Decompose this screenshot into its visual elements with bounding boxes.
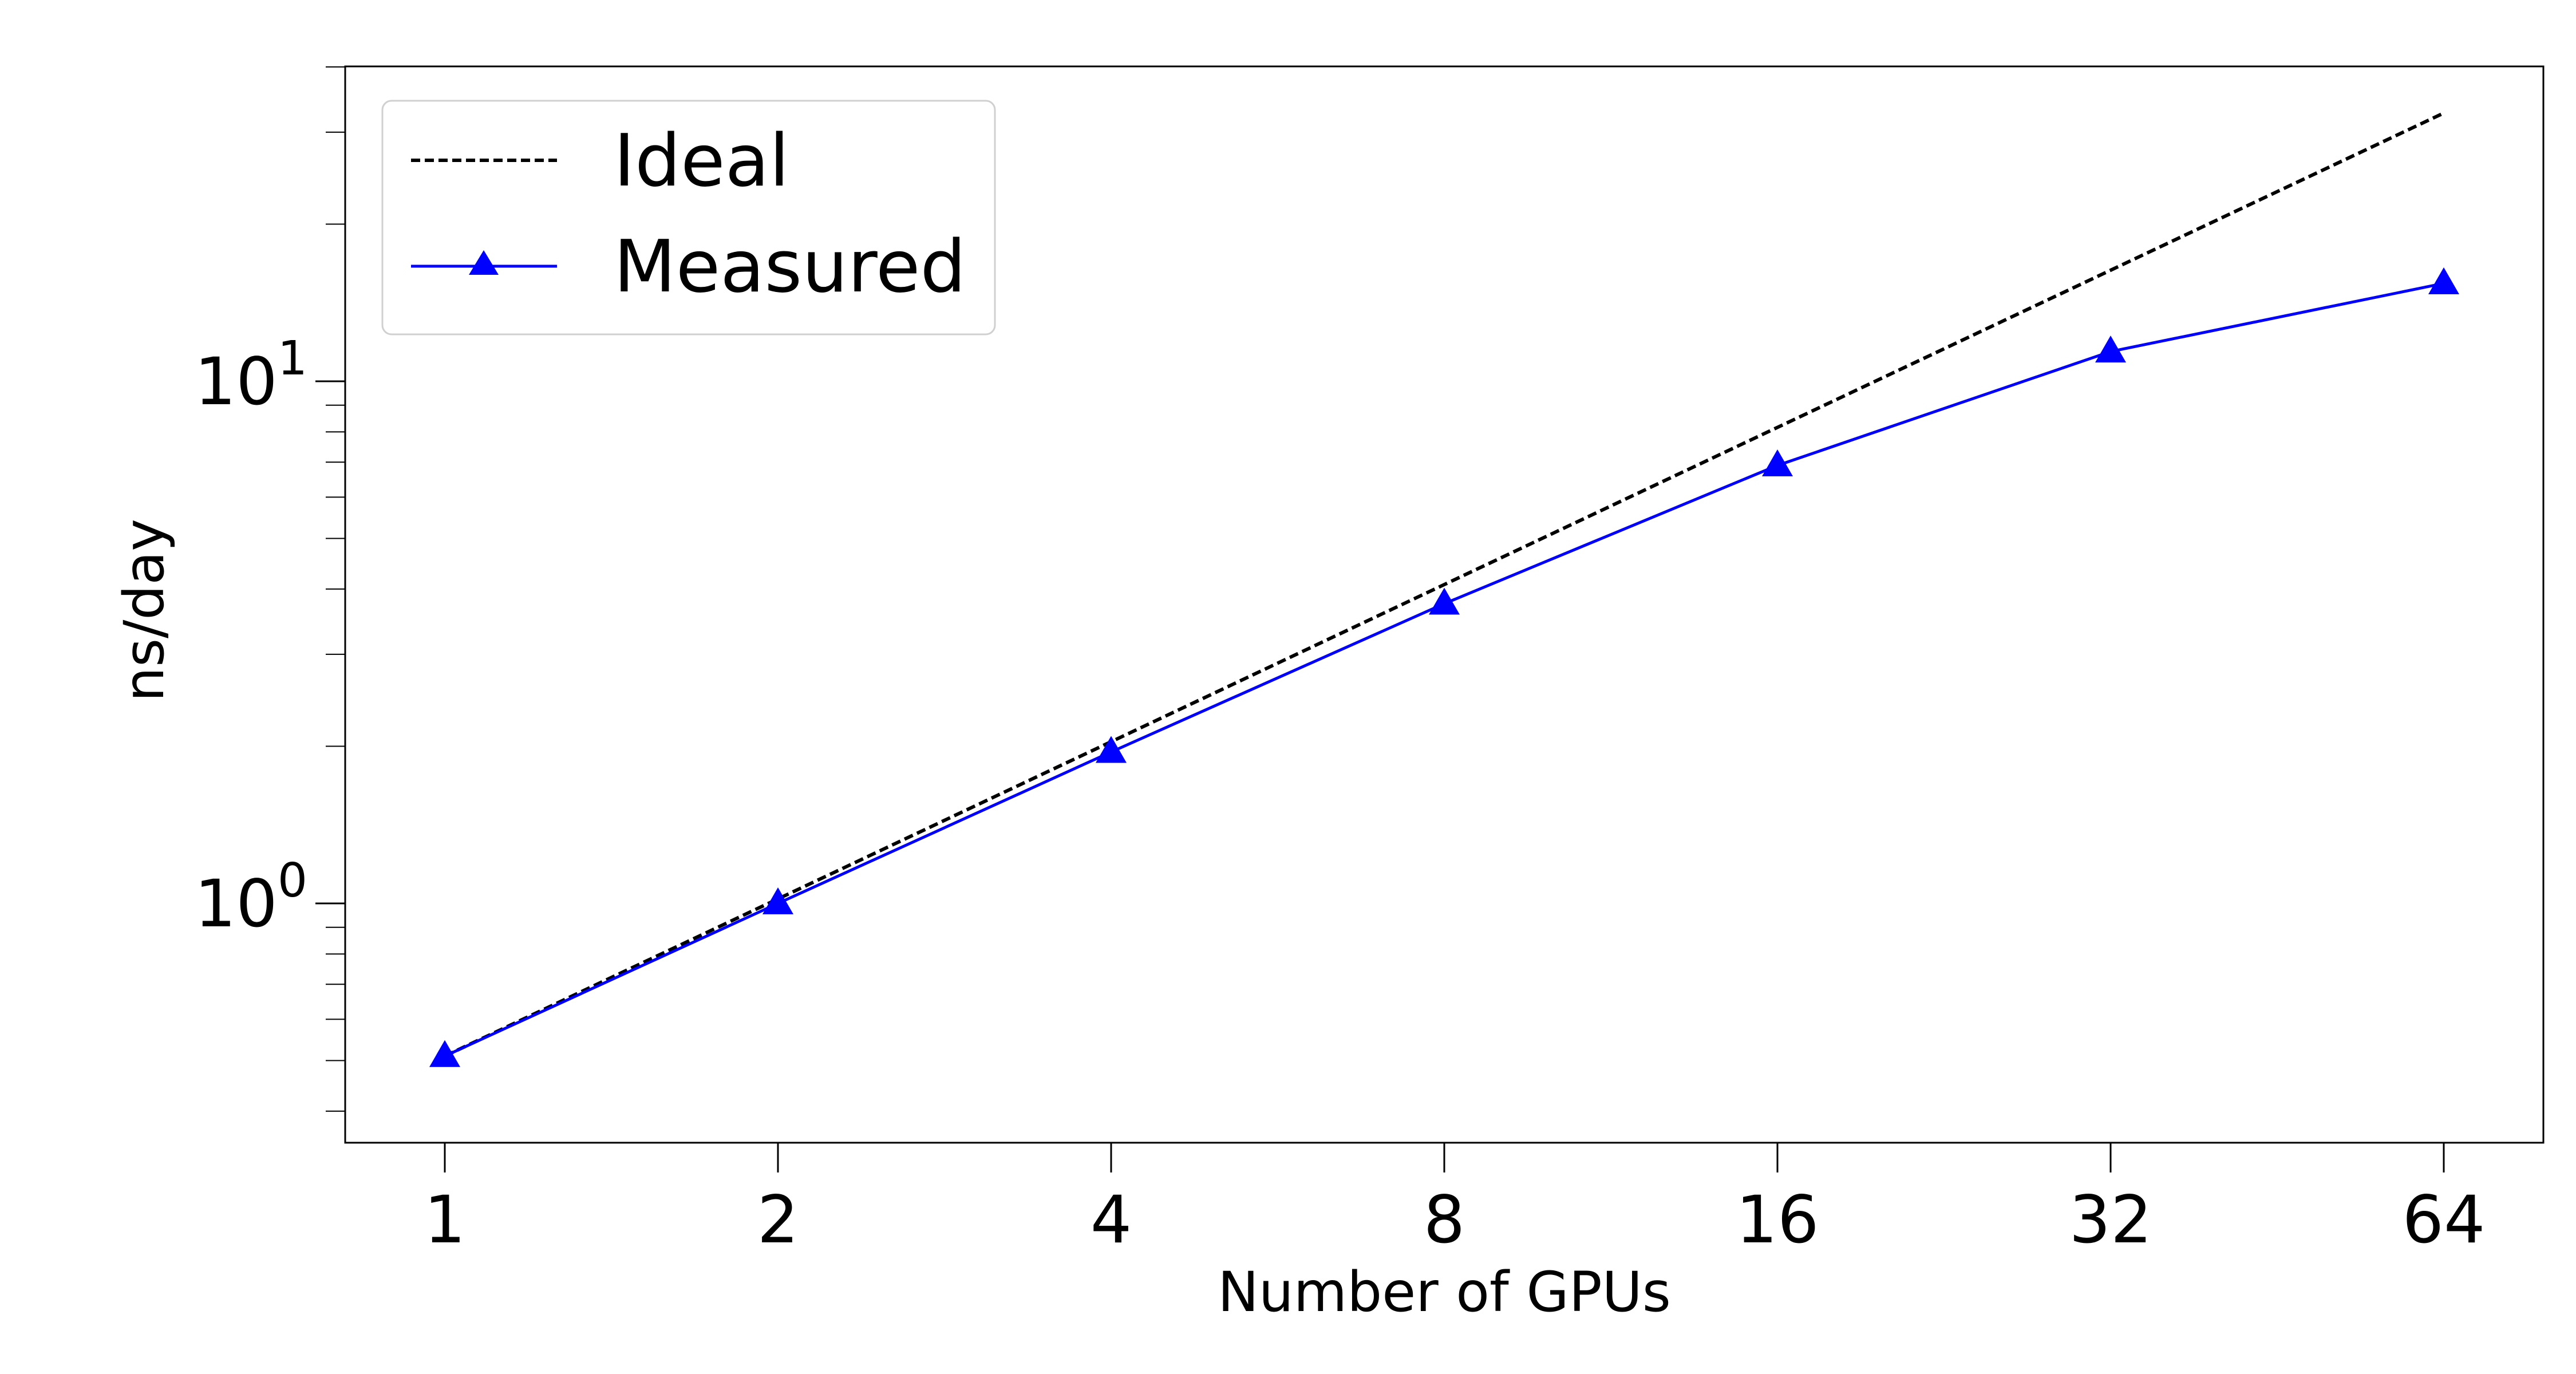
legend-ideal-label: Ideal xyxy=(614,119,789,203)
series-measured-marker xyxy=(762,887,793,914)
legend-measured-marker-icon xyxy=(469,250,499,275)
x-tick-label: 1 xyxy=(424,1182,466,1258)
series-layer xyxy=(429,111,2459,1067)
y-tick-label: 101 xyxy=(195,331,307,420)
x-tick-label: 2 xyxy=(757,1182,799,1258)
series-measured-marker xyxy=(1429,587,1460,615)
series-measured-marker xyxy=(2095,335,2126,363)
y-axis-title: ns/day xyxy=(112,519,176,702)
x-tick-label: 4 xyxy=(1091,1182,1132,1258)
series-measured-marker xyxy=(1096,736,1127,763)
legend: Ideal Measured xyxy=(381,100,996,335)
x-tick-label: 8 xyxy=(1424,1182,1465,1258)
series-measured-marker xyxy=(2428,267,2459,294)
x-tick-label: 64 xyxy=(2402,1182,2485,1258)
y-tick-label: 100 xyxy=(195,854,307,942)
legend-measured-label: Measured xyxy=(614,224,966,309)
y-axis: 100 101 xyxy=(195,66,345,1112)
x-tick-label: 16 xyxy=(1736,1182,1819,1258)
series-measured-marker xyxy=(429,1040,460,1067)
series-measured-line xyxy=(444,282,2444,1057)
series-ideal-line xyxy=(444,111,2445,1058)
x-axis: 1 2 4 8 16 32 64 xyxy=(424,1143,2486,1258)
series-measured-marker xyxy=(1762,449,1793,476)
x-tick-label: 32 xyxy=(2069,1182,2152,1258)
x-axis-title: Number of GPUs xyxy=(1218,1260,1671,1324)
